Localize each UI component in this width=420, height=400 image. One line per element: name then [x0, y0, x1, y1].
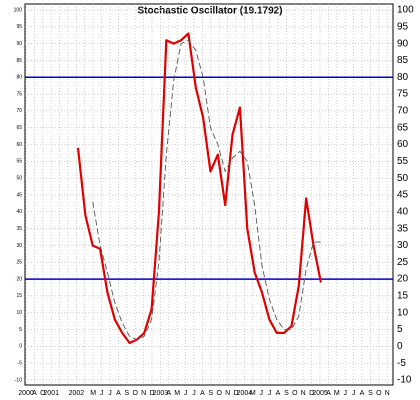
plot-frame	[24, 3, 394, 386]
y-tick-label-left: 45	[16, 192, 22, 198]
y-tick-label-left: 10	[16, 310, 22, 316]
y-tick-label-left: 35	[16, 226, 22, 232]
y-tick-label-left: 20	[16, 276, 22, 282]
x-tick-label: N	[301, 390, 306, 397]
x-tick-label: S	[284, 390, 289, 397]
x-tick-label: 2002	[69, 390, 85, 397]
series-line	[92, 39, 321, 341]
y-tick-label-left: 85	[16, 58, 22, 64]
y-tick-label-right: 30	[397, 240, 409, 251]
x-tick-label: J	[100, 390, 104, 397]
y-tick-label-left: 80	[16, 75, 22, 81]
y-tick-label-right: 95	[397, 21, 409, 32]
x-tick-label: D	[149, 390, 154, 397]
y-tick-label-left: 30	[16, 243, 22, 249]
y-tick-label-left: 25	[16, 260, 22, 266]
x-tick-label: 2005	[312, 390, 328, 397]
x-tick-label: A	[276, 390, 281, 397]
y-tick-label-left: 5	[19, 327, 22, 333]
x-tick-label: M	[334, 390, 340, 397]
y-tick-label-left: -10	[15, 377, 22, 383]
x-tick-label: J	[259, 390, 263, 397]
x-tick-label: M	[250, 390, 256, 397]
x-tick-label: J	[343, 390, 347, 397]
x-tick-label: 2004	[237, 390, 253, 397]
x-tick-label: J	[192, 390, 196, 397]
y-tick-label-right: 20	[397, 274, 409, 285]
y-tick-label-right: 100	[397, 5, 414, 16]
x-tick-label: S	[208, 390, 213, 397]
x-tick-label: J	[352, 390, 356, 397]
x-tick-label: 2003	[153, 390, 169, 397]
y-tick-label-right: -5	[397, 358, 406, 369]
y-tick-label-left: 60	[16, 142, 22, 148]
y-tick-label-right: 80	[397, 72, 409, 83]
x-tick-label: O	[292, 390, 298, 397]
x-tick-label: O	[132, 390, 138, 397]
y-tick-label-right: 90	[397, 38, 409, 49]
x-tick-label: D	[233, 390, 238, 397]
y-tick-label-right: 45	[397, 190, 409, 201]
y-tick-label-left: 50	[16, 176, 22, 182]
y-tick-label-right: 35	[397, 223, 409, 234]
x-tick-label: A	[32, 390, 37, 397]
x-tick-label: J	[184, 390, 188, 397]
y-tick-label-right: 70	[397, 106, 409, 117]
x-tick-label: O	[376, 390, 382, 397]
y-tick-label-left: 95	[16, 24, 22, 30]
y-tick-label-right: 50	[397, 173, 409, 184]
x-tick-label: O	[216, 390, 222, 397]
y-tick-label-right: 75	[397, 89, 409, 100]
y-tick-label-left: 65	[16, 125, 22, 131]
y-tick-label-left: 70	[16, 108, 22, 114]
y-tick-label-left: 75	[16, 91, 22, 97]
chart-title: Stochastic Oscillator (19.1792)	[137, 6, 282, 17]
x-tick-label: S	[124, 390, 129, 397]
x-tick-label: N	[385, 390, 390, 397]
y-tick-label-right: 25	[397, 257, 409, 268]
x-tick-label: 2000	[18, 390, 34, 397]
x-tick-label: N	[141, 390, 146, 397]
x-tick-label: M	[90, 390, 96, 397]
y-tick-label-right: 65	[397, 122, 409, 133]
y-tick-label-right: 0	[397, 341, 403, 352]
x-tick-label: N	[225, 390, 230, 397]
x-tick-label: 2001	[43, 390, 59, 397]
y-tick-label-left: -5	[18, 361, 23, 367]
x-tick-label: O	[40, 390, 46, 397]
x-tick-label: A	[326, 390, 331, 397]
x-tick-label: S	[368, 390, 373, 397]
y-tick-label-left: 100	[14, 7, 23, 13]
x-tick-label: A	[166, 390, 171, 397]
y-tick-label-left: 90	[16, 41, 22, 47]
x-tick-label: J	[108, 390, 112, 397]
x-tick-label: D	[309, 390, 314, 397]
y-tick-label-right: 5	[397, 324, 403, 335]
y-tick-label-right: 60	[397, 139, 409, 150]
y-tick-label-right: 55	[397, 156, 409, 167]
y-tick-label-right: 15	[397, 291, 409, 302]
y-tick-label-right: 10	[397, 307, 409, 318]
x-tick-label: J	[268, 390, 272, 397]
x-tick-label: A	[116, 390, 121, 397]
x-tick-label: A	[360, 390, 365, 397]
x-tick-label: M	[174, 390, 180, 397]
series-line	[76, 32, 322, 345]
y-tick-label-right: 85	[397, 55, 409, 66]
y-tick-label-right: 40	[397, 206, 409, 217]
x-tick-label: A	[200, 390, 205, 397]
y-tick-label-left: 40	[16, 209, 22, 215]
y-tick-label-left: 15	[16, 293, 22, 299]
y-tick-label-right: -10	[397, 375, 412, 386]
y-tick-label-left: 55	[16, 159, 22, 165]
y-tick-label-left: 0	[19, 344, 22, 350]
